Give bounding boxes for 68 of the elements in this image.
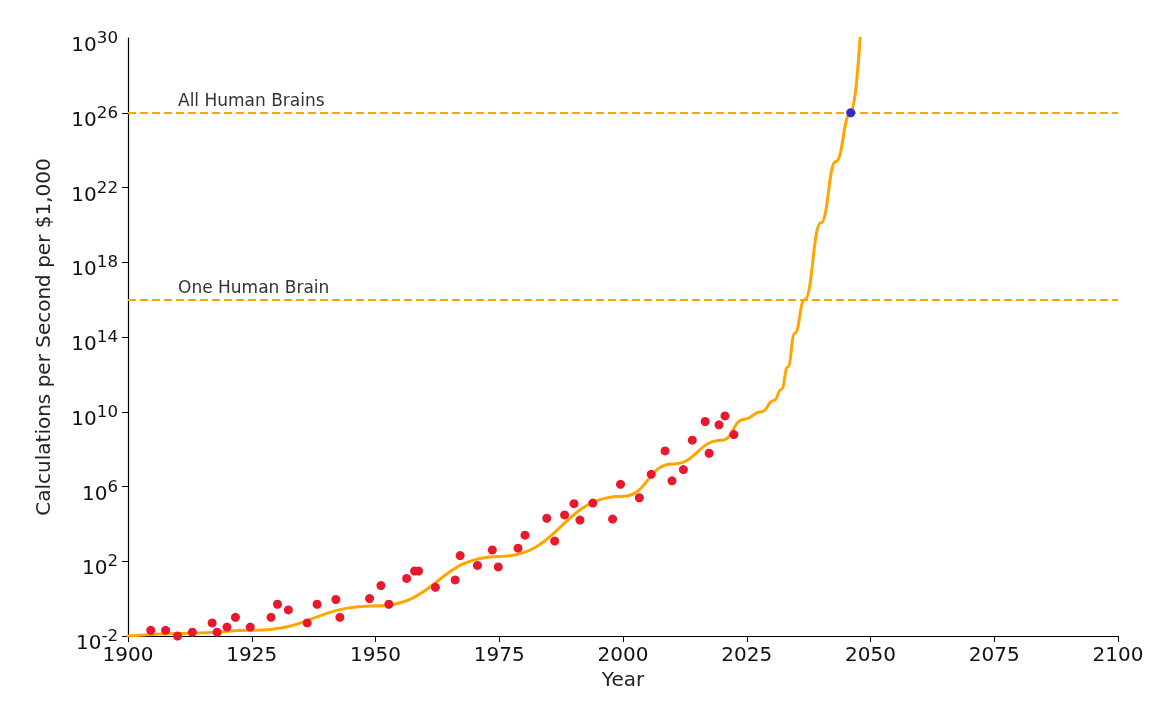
point [720, 411, 730, 421]
x-tick-label: 2000 [597, 642, 649, 666]
point [335, 612, 345, 622]
x-axis-title: Year [600, 666, 645, 691]
point [575, 515, 585, 525]
x-tick-label: 1975 [473, 642, 525, 666]
point [616, 479, 626, 489]
point [273, 599, 282, 609]
point [560, 510, 570, 520]
point [266, 612, 276, 622]
point [455, 551, 465, 561]
point [230, 612, 240, 622]
point [365, 594, 375, 604]
point [487, 545, 497, 555]
point [331, 594, 341, 604]
point [302, 618, 312, 628]
point [450, 575, 460, 585]
point [569, 499, 579, 509]
point [472, 560, 482, 570]
point [161, 625, 171, 635]
point [430, 582, 440, 592]
point [402, 573, 412, 583]
y-axis-title: Calculations per Second per $1,000 [31, 158, 55, 516]
y-tick-label: 10$^{30}$ [71, 27, 118, 56]
ref-line-label: One Human Brain [178, 277, 330, 298]
point [384, 599, 394, 609]
point [729, 430, 739, 440]
y-tick-label: 10$^{2}$ [81, 550, 118, 579]
point [245, 622, 255, 632]
point [312, 599, 322, 609]
y-tick-label: 10$^{18}$ [71, 251, 118, 280]
point [646, 469, 656, 479]
point [687, 435, 697, 445]
ref-line-label: All Human Brains [178, 90, 325, 111]
y-tick-label: 10$^{6}$ [81, 475, 118, 505]
point [376, 581, 386, 591]
y-tick-label: 10$^{14}$ [71, 326, 118, 355]
x-tick-label: 2100 [1092, 642, 1144, 666]
point [714, 420, 724, 430]
point [173, 631, 182, 641]
x-tick-label: 2025 [721, 642, 773, 666]
point [634, 493, 644, 503]
x-tick-label: 2075 [968, 642, 1020, 666]
point [667, 476, 677, 486]
point [550, 536, 560, 546]
y-tick-label: 10$^{26}$ [71, 101, 118, 131]
point [678, 465, 688, 475]
point [608, 514, 618, 524]
point [187, 627, 197, 637]
point [146, 625, 156, 635]
point [513, 543, 523, 553]
point [700, 417, 710, 427]
y-tick-label: 10$^{22}$ [71, 176, 118, 206]
point [207, 618, 217, 628]
point [222, 622, 232, 632]
x-tick-label: 1925 [226, 642, 278, 666]
point [704, 448, 714, 458]
x-tick-label: 2050 [845, 642, 896, 666]
point [493, 562, 503, 572]
point [283, 605, 293, 615]
point [588, 498, 598, 508]
x-tick-label: 1950 [350, 642, 401, 666]
point [212, 627, 222, 637]
y-tick-label: 10$^{10}$ [71, 400, 118, 430]
point [520, 530, 530, 540]
point [846, 108, 856, 118]
point [542, 513, 552, 523]
point [660, 446, 670, 456]
